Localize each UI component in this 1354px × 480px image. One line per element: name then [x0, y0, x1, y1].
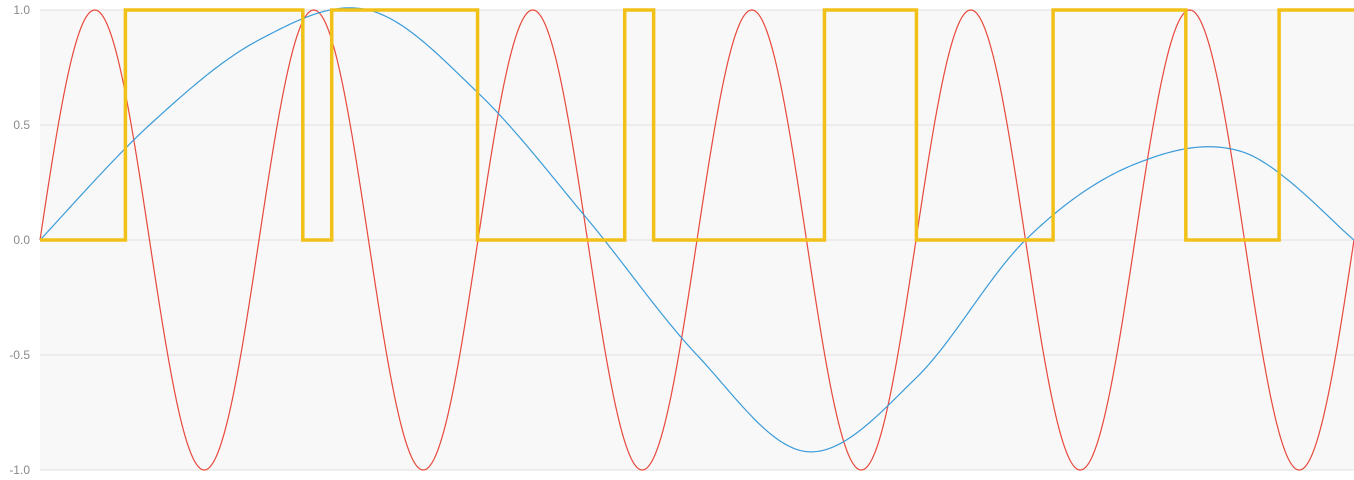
y-tick-label: -1.0 [9, 463, 30, 477]
series-line-2 [40, 8, 1354, 242]
y-tick-label: 1.0 [13, 3, 30, 17]
y-tick-label: -0.5 [9, 348, 30, 362]
y-tick-label: 0.5 [13, 118, 30, 132]
y-tick-label: 0.0 [13, 233, 30, 247]
series-line-1 [39, 7, 1354, 453]
